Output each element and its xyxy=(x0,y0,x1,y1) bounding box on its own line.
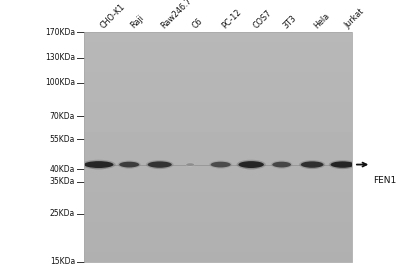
Text: CHO-K1: CHO-K1 xyxy=(99,2,127,30)
Ellipse shape xyxy=(238,161,264,168)
Text: 100KDa: 100KDa xyxy=(45,78,75,87)
Text: 35KDa: 35KDa xyxy=(50,177,75,186)
Text: Hela: Hela xyxy=(312,11,331,30)
Ellipse shape xyxy=(299,160,325,169)
Ellipse shape xyxy=(209,161,232,168)
Text: C6: C6 xyxy=(190,16,204,30)
Ellipse shape xyxy=(245,167,258,169)
Text: 170KDa: 170KDa xyxy=(45,28,75,37)
Text: 55KDa: 55KDa xyxy=(50,134,75,144)
Text: 25KDa: 25KDa xyxy=(50,209,75,218)
Ellipse shape xyxy=(82,160,116,169)
Text: Jurkat: Jurkat xyxy=(343,7,366,30)
Ellipse shape xyxy=(91,167,106,169)
Text: 70KDa: 70KDa xyxy=(50,112,75,121)
Ellipse shape xyxy=(271,161,292,168)
Ellipse shape xyxy=(236,160,266,169)
Ellipse shape xyxy=(277,167,286,168)
Ellipse shape xyxy=(84,161,114,168)
Ellipse shape xyxy=(124,167,134,168)
Text: 40KDa: 40KDa xyxy=(50,165,75,174)
Ellipse shape xyxy=(188,166,192,167)
Ellipse shape xyxy=(186,163,194,166)
Bar xyxy=(84,32,352,262)
Ellipse shape xyxy=(146,160,174,169)
Text: PC-12: PC-12 xyxy=(221,7,244,30)
Text: 3T3: 3T3 xyxy=(282,14,298,30)
Ellipse shape xyxy=(272,162,291,167)
Ellipse shape xyxy=(148,161,172,168)
Text: FEN1: FEN1 xyxy=(373,176,396,185)
Ellipse shape xyxy=(306,167,318,169)
Text: 15KDa: 15KDa xyxy=(50,257,75,266)
Ellipse shape xyxy=(118,161,141,168)
Ellipse shape xyxy=(119,162,139,167)
Ellipse shape xyxy=(216,167,226,168)
Ellipse shape xyxy=(336,167,349,169)
Ellipse shape xyxy=(330,161,355,168)
Text: COS7: COS7 xyxy=(251,8,273,30)
Text: Raji: Raji xyxy=(129,13,146,30)
Ellipse shape xyxy=(211,162,231,167)
Ellipse shape xyxy=(154,167,166,169)
Ellipse shape xyxy=(301,161,324,168)
Text: Raw246.7: Raw246.7 xyxy=(160,0,194,30)
Ellipse shape xyxy=(329,160,356,169)
Text: 130KDa: 130KDa xyxy=(45,53,75,62)
Ellipse shape xyxy=(186,163,195,167)
